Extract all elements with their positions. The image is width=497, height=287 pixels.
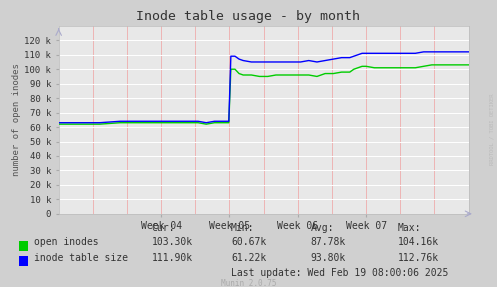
Text: Inode table usage - by month: Inode table usage - by month — [137, 10, 360, 23]
Text: Avg:: Avg: — [311, 223, 334, 233]
Text: 60.67k: 60.67k — [231, 237, 266, 247]
Text: inode table size: inode table size — [34, 253, 128, 263]
Text: Last update: Wed Feb 19 08:00:06 2025: Last update: Wed Feb 19 08:00:06 2025 — [231, 267, 448, 278]
Text: Munin 2.0.75: Munin 2.0.75 — [221, 279, 276, 287]
Text: 61.22k: 61.22k — [231, 253, 266, 263]
Text: open inodes: open inodes — [34, 237, 98, 247]
Text: RRDTOOL / TOBI OETIKER: RRDTOOL / TOBI OETIKER — [490, 93, 495, 165]
Text: 104.16k: 104.16k — [398, 237, 439, 247]
Text: Max:: Max: — [398, 223, 421, 233]
Text: Min:: Min: — [231, 223, 254, 233]
Y-axis label: number of open inodes: number of open inodes — [12, 63, 21, 176]
Text: Cur:: Cur: — [152, 223, 175, 233]
Text: 111.90k: 111.90k — [152, 253, 193, 263]
Text: 103.30k: 103.30k — [152, 237, 193, 247]
Text: 112.76k: 112.76k — [398, 253, 439, 263]
Text: 87.78k: 87.78k — [311, 237, 346, 247]
Text: 93.80k: 93.80k — [311, 253, 346, 263]
